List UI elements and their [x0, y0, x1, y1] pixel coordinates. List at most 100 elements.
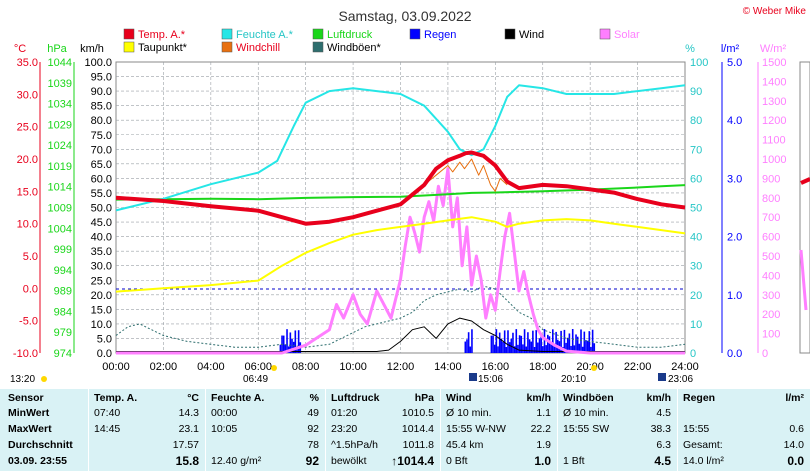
rain-bar: [291, 339, 293, 353]
legend: Temp. A.* Feuchte A.* Luftdruck Regen Wind So…: [123, 28, 640, 54]
column-header: Luftdruck: [331, 392, 380, 404]
rain-bar: [548, 336, 551, 353]
rain-bar: [503, 330, 506, 353]
rain-bar: [495, 329, 498, 353]
rain-bar: [518, 335, 521, 353]
pressure-tick-label: 1009: [48, 203, 72, 215]
sun-events: 13:20 06:49 15:06 20:10 23:06: [10, 365, 693, 385]
wind-tick-label: 0.0: [97, 348, 112, 360]
rain-bar: [466, 339, 468, 353]
legend-label: Windböen*: [327, 42, 382, 54]
humidity-tick-label: 10: [690, 319, 702, 331]
cell-value: 49: [307, 407, 319, 419]
rain-bar: [289, 332, 292, 353]
humidity-tick-label: 100: [690, 57, 708, 69]
cell-value: 23.1: [178, 423, 199, 435]
temp-tick-label: -10.0: [13, 348, 38, 360]
wind-tick-label: 75.0: [91, 130, 112, 142]
time-tick-label: 16:00: [482, 361, 510, 373]
rain-bar: [550, 344, 552, 353]
cell-label: 15:55 W-NW: [446, 423, 506, 435]
wind-axis: 100.0 95.0 90.0 85.0 80.0 75.0 70.0 65.0 60.0 55.…: [84, 57, 112, 360]
temp-tick-label: 15.0: [17, 186, 38, 198]
wind-tick-label: 80.0: [91, 115, 112, 127]
cell-value: 1.9: [536, 439, 551, 451]
rain-bar: [537, 342, 539, 353]
legend-swatch: [409, 28, 421, 40]
cell-value: 78: [307, 439, 319, 451]
cell-value: 22.2: [530, 423, 551, 435]
rain-bar: [522, 344, 524, 353]
cell-label: 01:20: [331, 407, 358, 419]
solar-tick-label: 100: [762, 329, 780, 341]
column-unit: km/h: [526, 392, 551, 404]
rain-bar: [508, 342, 511, 353]
rain-bar: [292, 341, 295, 353]
rain-bar: [523, 329, 526, 353]
rain-bar: [498, 332, 501, 353]
table-column: Regen l/m² 15:55 0.6 Gesamt: 14.0 14.0 l/m² 0.0: [677, 389, 810, 471]
row-label: MaxWert: [8, 423, 52, 435]
sun-icon: [591, 365, 597, 371]
humidity-tick-label: 50: [690, 203, 702, 215]
sunrise-prev-time: 13:20: [10, 374, 35, 385]
pressure-tick-label: 989: [54, 286, 72, 298]
solar-tick-label: 600: [762, 232, 780, 244]
series-line-luftdruck: [115, 184, 686, 201]
cell-value: 1011.8: [402, 439, 434, 451]
legend-swatch: [312, 28, 324, 40]
solar-tick-label: 1500: [762, 57, 786, 69]
sun-icon: [41, 376, 47, 382]
rain-bar: [533, 346, 536, 353]
rain-bar: [492, 335, 494, 353]
series-line-windchill: [423, 158, 508, 192]
rain-bar: [517, 344, 519, 353]
rain-bar: [586, 340, 589, 353]
rain-bar: [585, 340, 587, 353]
wind-tick-label: 100.0: [84, 57, 112, 69]
cell-label: ^1.5hPa/h: [331, 439, 378, 451]
rain-bar: [553, 346, 556, 353]
wind-tick-label: 45.0: [91, 217, 112, 229]
row-label: 03.09. 23:55: [8, 455, 67, 467]
time-tick-label: 24:00: [671, 361, 699, 373]
rain-bar: [535, 330, 538, 353]
cell-label: Ø 10 min.: [446, 407, 492, 419]
cell-label: 15:55: [683, 423, 710, 435]
column-divider: [88, 389, 89, 471]
moon-time: 23:06: [668, 374, 693, 385]
legend-label: Regen: [424, 29, 456, 41]
column-unit: km/h: [646, 392, 671, 404]
solar-axis-unit: W/m²: [760, 43, 787, 55]
cell-value: 6.3: [656, 439, 671, 451]
rain-bar: [527, 332, 529, 353]
solar-tick-label: 1400: [762, 76, 786, 88]
humidity-tick-label: 20: [690, 290, 702, 302]
rain-bar: [568, 333, 571, 353]
rain-bar: [284, 344, 287, 353]
rain-bar: [282, 335, 285, 353]
column-divider: [205, 389, 206, 471]
cell-label: 1 Bft: [563, 455, 585, 467]
cell-value: 14.0: [783, 439, 804, 451]
wind-tick-label: 25.0: [91, 275, 112, 287]
rain-bar: [545, 345, 547, 353]
rain-bar: [573, 345, 576, 353]
legend-swatch: [123, 28, 135, 40]
temp-tick-label: 25.0: [17, 122, 38, 134]
column-header: Temp. A.: [94, 392, 138, 404]
legend-swatch: [221, 41, 233, 53]
series-line-wind: [116, 317, 685, 352]
time-tick-label: 02:00: [150, 361, 178, 373]
pressure-tick-label: 1029: [48, 119, 72, 131]
cell-value: ↑1014.4: [391, 454, 434, 468]
wind-tick-label: 50.0: [91, 203, 112, 215]
column-unit: l/m²: [785, 392, 804, 404]
rain-bar: [497, 346, 499, 353]
pressure-tick-label: 974: [54, 348, 72, 360]
row-label: Sensor: [8, 392, 44, 404]
cell-label: 45.4 km: [446, 439, 484, 451]
column-unit: °C: [187, 392, 199, 404]
cell-value: 38.3: [650, 423, 671, 435]
solar-tick-label: 300: [762, 290, 780, 302]
